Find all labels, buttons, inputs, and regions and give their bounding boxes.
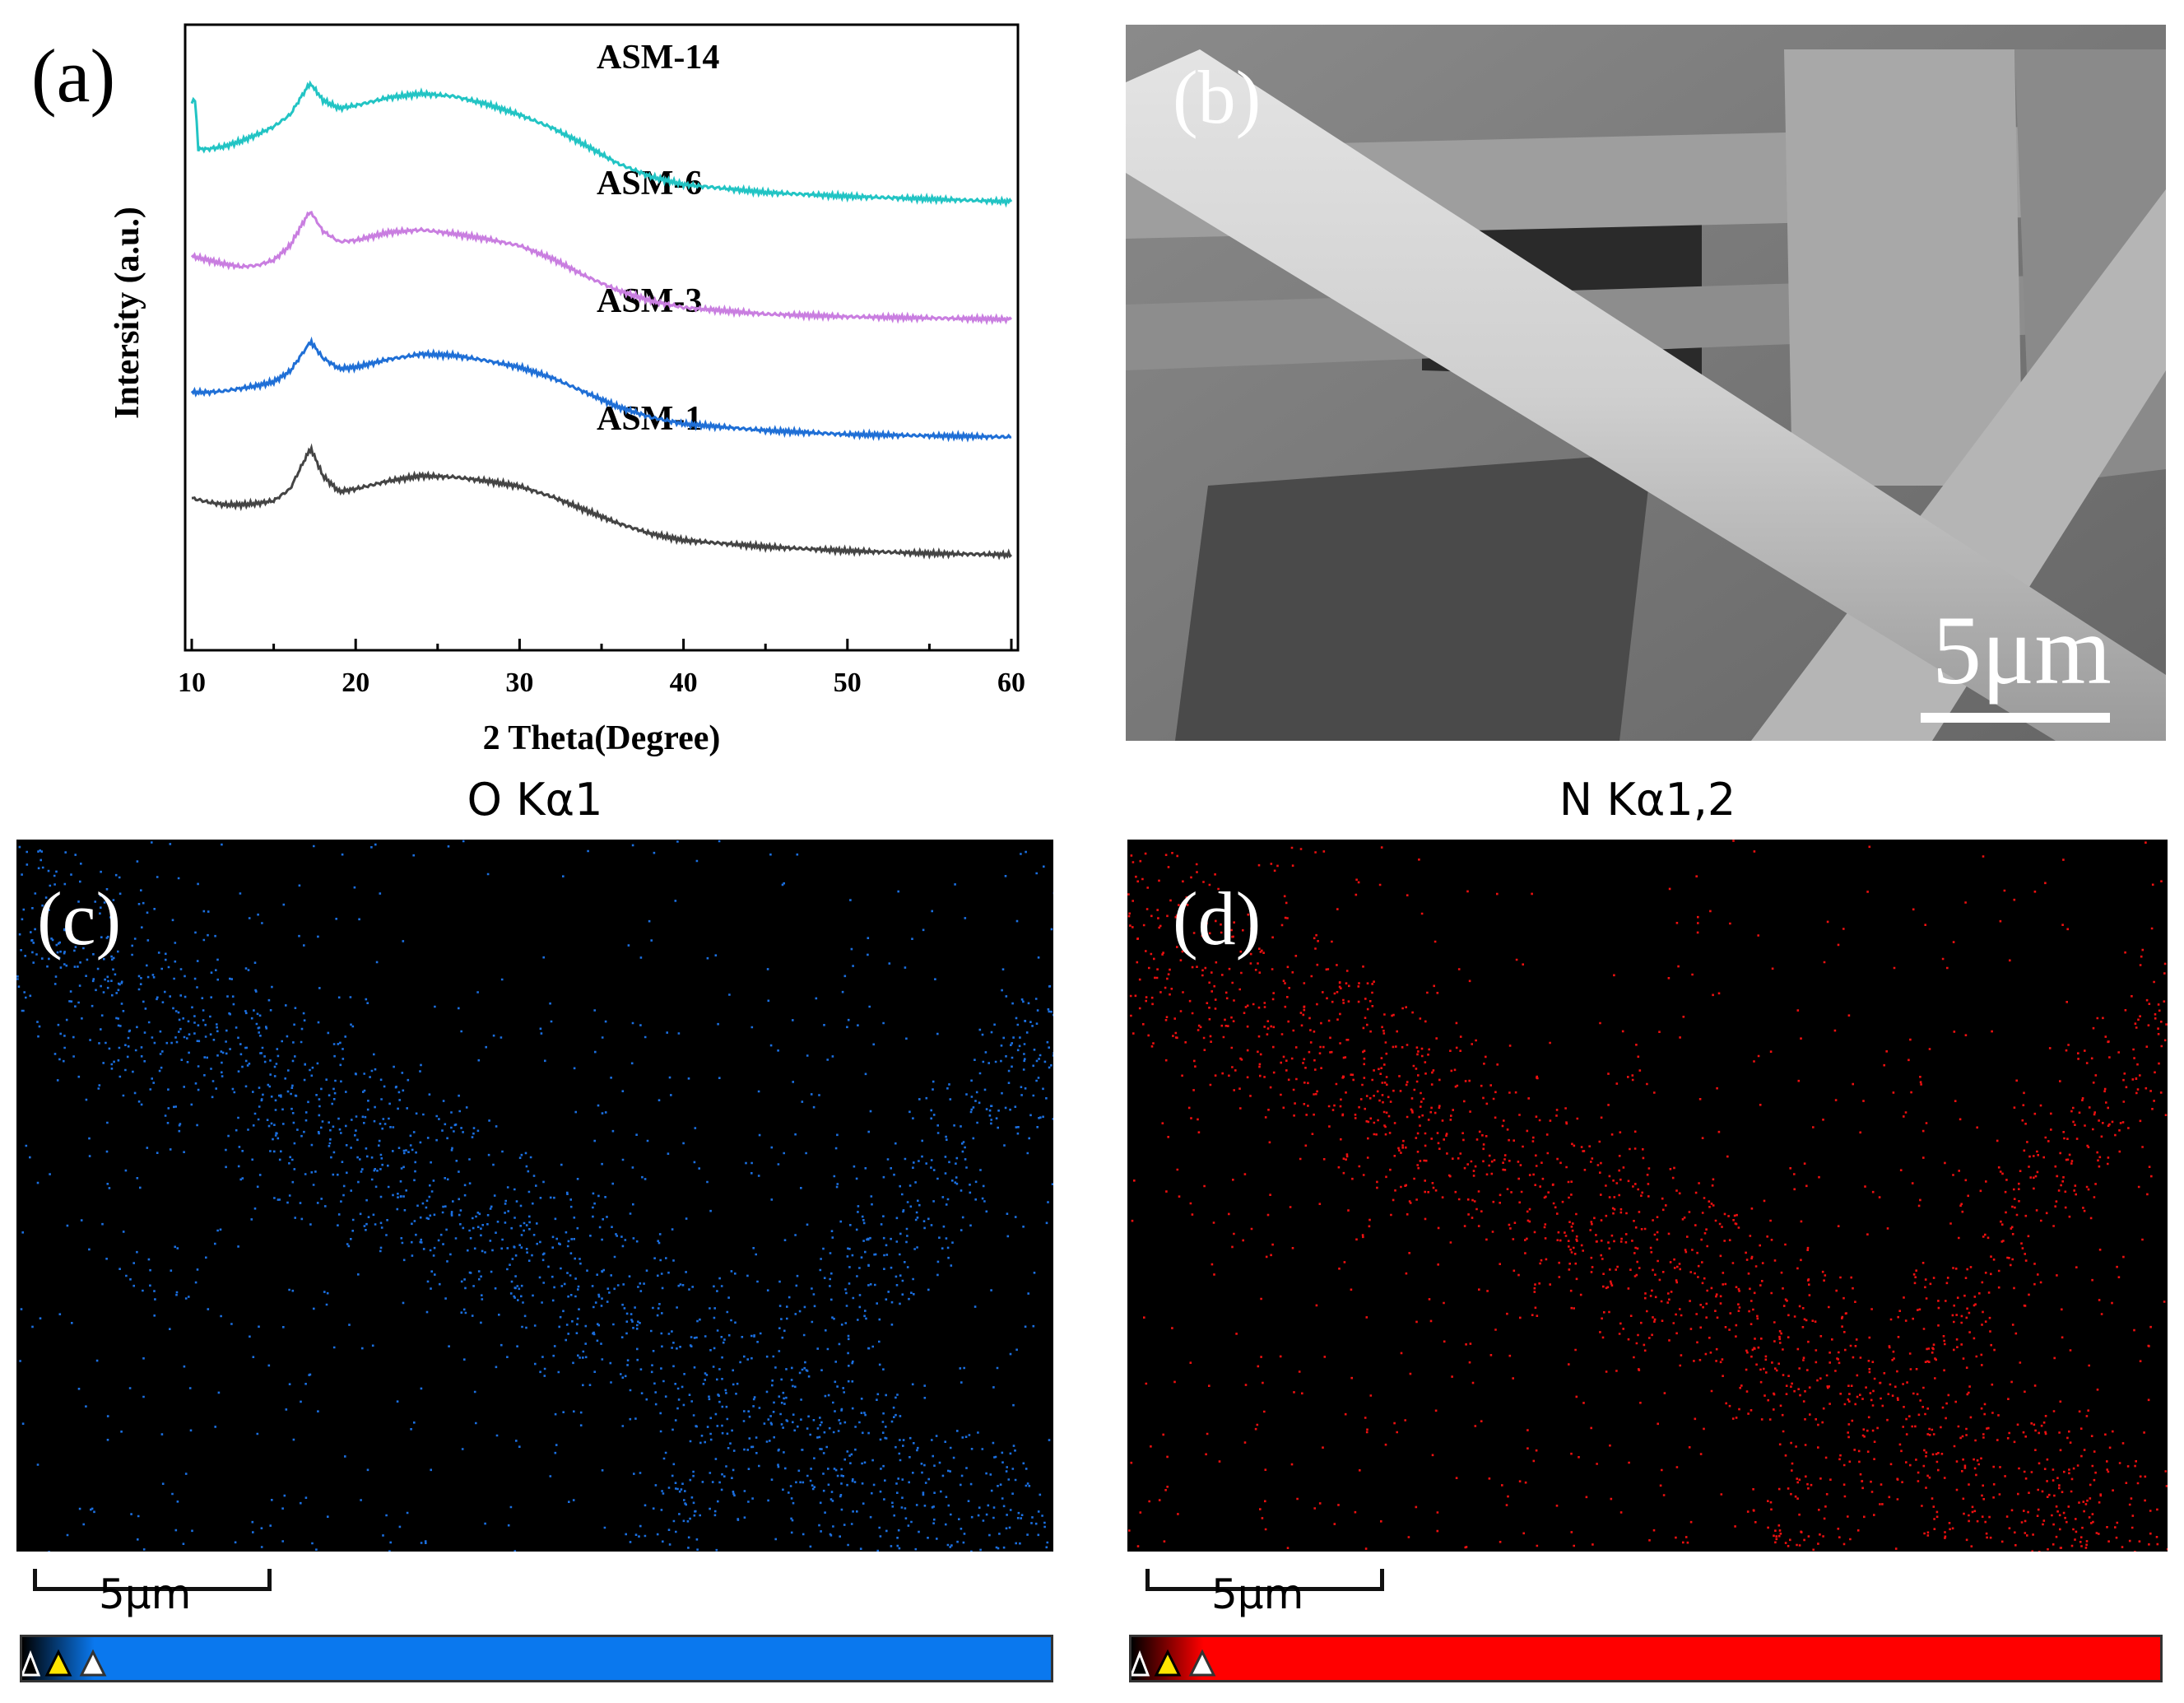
x-tick-label: 40 <box>670 668 698 698</box>
n-map-title: N Kα1,2 <box>1559 774 1736 826</box>
series-line-asm-6 <box>190 210 1013 326</box>
n-threshold-marker-high <box>1188 1649 1216 1677</box>
xrd-chart: 10 20 30 40 50 60 2 Theta(Degree) Intersity (a.… <box>109 23 1025 757</box>
o-element-map <box>16 840 1053 1552</box>
x-tick-label: 20 <box>342 668 369 698</box>
n-scale-text: 5μm <box>1211 1570 1304 1618</box>
panel-a-label: (a) <box>31 34 116 118</box>
n-element-map <box>1127 840 2168 1552</box>
n-threshold-marker-mid <box>1154 1649 1182 1677</box>
panel-b-label: (b) <box>1173 55 1262 139</box>
sem-fibers <box>1126 25 2166 741</box>
o-threshold-marker-low <box>22 1649 41 1677</box>
o-color-bar <box>20 1635 1053 1682</box>
map-c-signal-dots <box>16 840 1053 1552</box>
panel-d-label: (d) <box>1173 877 1262 961</box>
o-map-title: O Kα1 <box>467 774 603 826</box>
o-threshold-marker-high <box>79 1649 107 1677</box>
o-scale-text: 5μm <box>99 1570 192 1618</box>
series-label-asm-14: ASM-14 <box>597 39 719 77</box>
sem-scale-bar <box>1921 713 2110 723</box>
y-axis-label: Intersity (a.u.) <box>109 207 146 419</box>
x-tick-label: 50 <box>834 668 862 698</box>
o-scale-bar <box>33 1569 272 1591</box>
series-line-asm-3 <box>190 336 1012 443</box>
n-scale-bar <box>1145 1569 1384 1591</box>
x-axis-label: 2 Theta(Degree) <box>483 719 721 757</box>
n-threshold-marker-low <box>1131 1649 1150 1677</box>
x-tick-label: 30 <box>505 668 533 698</box>
sem-image <box>1126 25 2166 741</box>
panel-c-label: (c) <box>37 877 122 961</box>
map-d-signal-dots <box>1127 840 2168 1552</box>
series-line-asm-1 <box>191 443 1012 561</box>
x-tick-label: 60 <box>997 668 1025 698</box>
sem-scale-text: 5μm <box>1932 595 2112 705</box>
o-threshold-marker-mid <box>44 1649 72 1677</box>
n-color-bar <box>1129 1635 2163 1682</box>
series-line-asm-14 <box>190 80 1013 208</box>
plot-frame <box>184 23 1020 652</box>
x-tick-label: 10 <box>178 668 206 698</box>
